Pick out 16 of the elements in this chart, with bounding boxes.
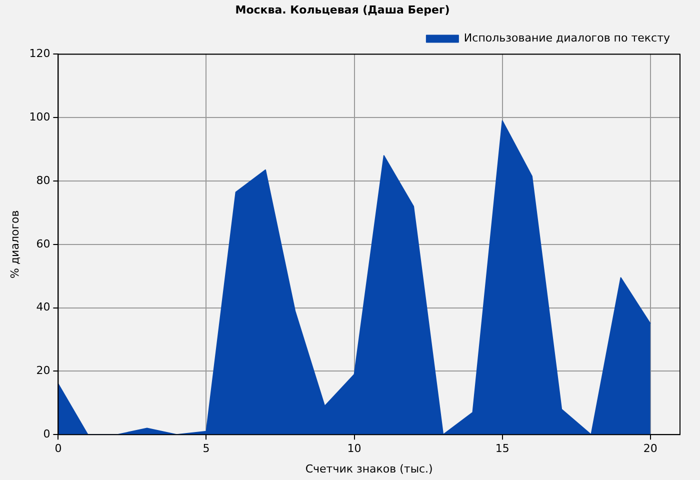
x-tick-label: 5 — [202, 442, 210, 456]
y-axis-title: % диалогов — [8, 210, 22, 278]
x-tick-label: 0 — [54, 442, 62, 456]
x-tick-label: 10 — [347, 442, 362, 456]
x-tick-label: 15 — [495, 442, 510, 456]
y-tick-label: 20 — [36, 364, 50, 378]
y-tick-label: 60 — [36, 237, 50, 250]
y-tick-label: 80 — [36, 174, 50, 187]
chart-title: Москва. Кольцевая (Даша Берег) — [235, 3, 450, 16]
x-axis-title: Счетчик знаков (тыс.) — [305, 462, 433, 476]
legend-label: Использование диалогов по тексту — [464, 32, 670, 45]
y-tick-label: 120 — [29, 47, 50, 60]
x-tick-label: 20 — [643, 442, 658, 456]
y-tick-label: 40 — [36, 300, 50, 314]
y-tick-label: 100 — [29, 110, 50, 124]
y-tick-label: 0 — [43, 427, 50, 440]
